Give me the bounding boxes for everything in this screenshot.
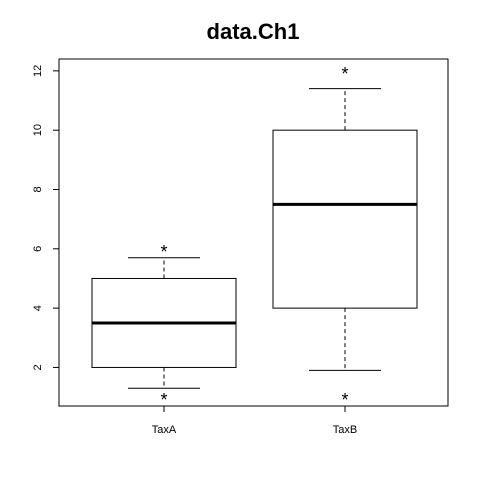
- outlier-point: *: [341, 390, 348, 410]
- chart-title: data.Ch1: [207, 19, 300, 44]
- x-category-label: TaxA: [152, 424, 177, 436]
- boxes: ****: [91, 64, 418, 410]
- x-category-label: TaxB: [333, 424, 357, 436]
- outlier-point: *: [160, 242, 167, 262]
- x-axis: TaxA TaxB: [152, 406, 357, 436]
- y-tick-label: 6: [32, 246, 44, 252]
- outlier-point: *: [160, 390, 167, 410]
- y-axis: 2 4 6 8 10 12: [32, 65, 60, 371]
- box-taxa: **: [91, 242, 237, 410]
- y-tick-label: 8: [32, 186, 44, 192]
- y-tick-label: 4: [32, 305, 44, 311]
- y-tick-label: 12: [32, 65, 44, 77]
- y-tick-label: 10: [32, 124, 44, 136]
- iqr-box: [272, 129, 418, 309]
- box-taxb: **: [272, 64, 418, 410]
- y-tick-label: 2: [32, 364, 44, 370]
- outlier-point: *: [341, 64, 348, 84]
